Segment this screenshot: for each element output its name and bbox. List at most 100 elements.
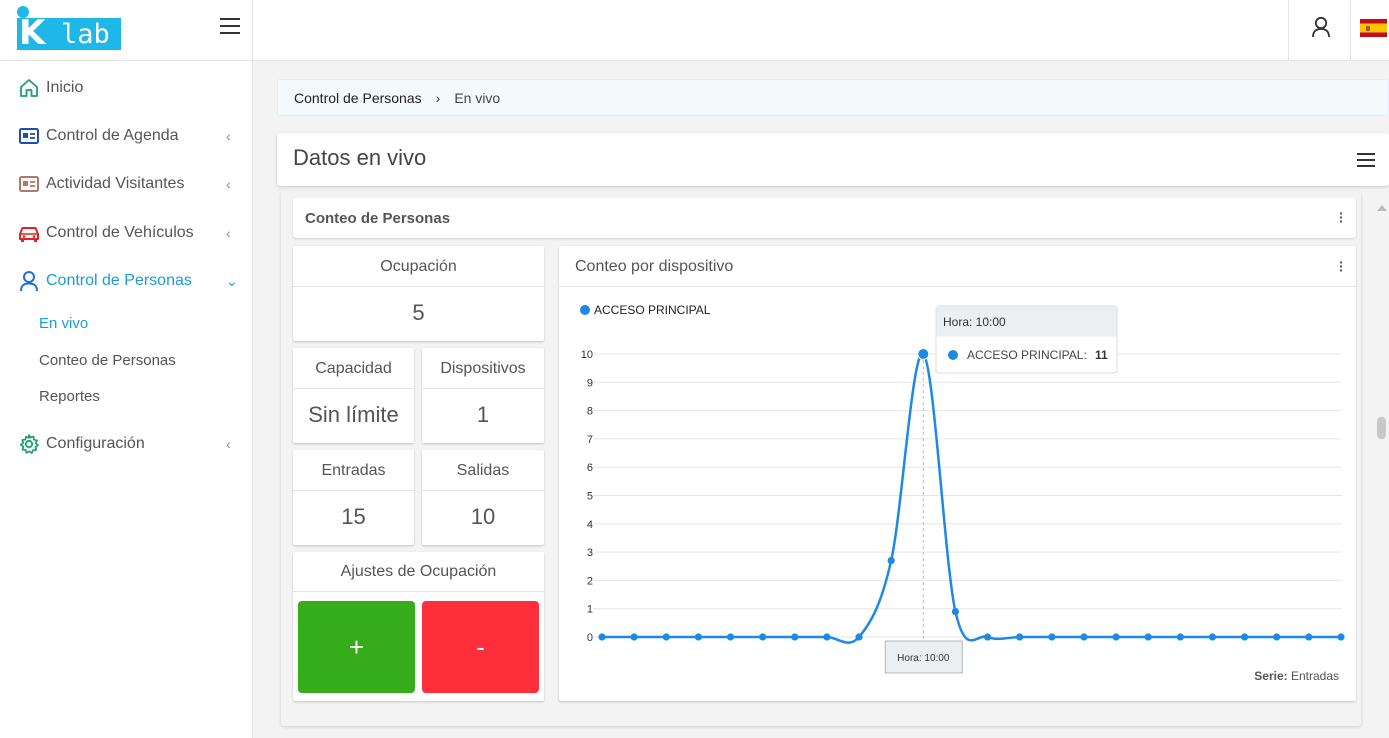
logo-background xyxy=(17,18,121,50)
stat-dispositivos: Dispositivos 1 xyxy=(422,348,544,443)
data-point xyxy=(1208,633,1217,641)
data-point xyxy=(598,633,606,641)
data-point xyxy=(1273,633,1281,641)
stat-value: Sin límite xyxy=(308,402,399,427)
sidebar-subitem-reportes[interactable]: Reportes xyxy=(39,388,100,405)
car-icon xyxy=(19,227,39,242)
stat-value: 1 xyxy=(476,402,490,427)
logo-area: K lab xyxy=(0,0,253,61)
y-tick-label: 2 xyxy=(587,575,593,587)
breadcrumb-separator: › xyxy=(435,89,441,106)
data-point xyxy=(1112,633,1120,641)
chart-footer-value: Entradas xyxy=(1291,669,1339,683)
legend-marker xyxy=(580,305,590,315)
breadcrumb-parent[interactable]: Control de Personas xyxy=(294,89,422,106)
sidebar-item-control-personas[interactable]: Control de Personas ⌄ xyxy=(0,259,253,303)
y-tick-label: 3 xyxy=(587,547,593,559)
data-point xyxy=(1080,633,1088,641)
spain-flag-icon xyxy=(1360,19,1387,37)
scroll-thumb[interactable] xyxy=(1377,417,1386,439)
chevron-left-icon: ‹ xyxy=(226,436,231,452)
increase-occupancy-button[interactable]: + xyxy=(298,601,415,693)
page-header-card: Datos en vivo xyxy=(277,133,1389,186)
data-point xyxy=(1016,633,1024,641)
data-point xyxy=(1144,633,1152,641)
data-point xyxy=(1337,633,1345,641)
chevron-left-icon: ‹ xyxy=(226,176,231,192)
y-tick-label: 7 xyxy=(587,434,593,446)
klab-logo[interactable]: K lab xyxy=(17,6,121,50)
stat-value: 15 xyxy=(341,504,366,529)
breadcrumb-current: En vivo xyxy=(454,89,501,106)
sidebar-item-label: Control de Vehículos xyxy=(46,224,194,241)
series-line xyxy=(602,352,1341,644)
chevron-left-icon: ‹ xyxy=(226,225,231,241)
conteo-header: Conteo de Personas · · · xyxy=(293,198,1356,238)
crosshair-label: Hora: 10:00 xyxy=(897,653,950,664)
hamburger-icon[interactable] xyxy=(220,18,240,38)
stat-ocupacion: Ocupación 5 xyxy=(293,246,544,341)
sidebar: Inicio Control de Agenda ‹ Actividad Vis… xyxy=(0,61,253,738)
sidebar-item-control-agenda[interactable]: Control de Agenda ‹ xyxy=(0,114,253,158)
decrease-occupancy-button[interactable]: - xyxy=(422,601,539,693)
data-point xyxy=(1048,633,1056,641)
legend-label: ACCESO PRINCIPAL xyxy=(594,303,711,317)
user-icon xyxy=(20,271,38,292)
y-tick-label: 9 xyxy=(587,377,593,389)
data-point xyxy=(726,633,735,641)
stat-capacidad: Capacidad Sin límite xyxy=(293,348,414,443)
data-point xyxy=(1176,633,1184,641)
sidebar-subitem-en-vivo[interactable]: En vivo xyxy=(39,315,89,332)
page-title: Datos en vivo xyxy=(293,145,427,170)
top-bar: K lab xyxy=(0,0,1389,61)
chart-card-title: Conteo por dispositivo xyxy=(559,246,1356,287)
data-point xyxy=(694,633,702,641)
chevron-left-icon: ‹ xyxy=(226,128,231,144)
data-point xyxy=(855,633,863,641)
y-tick-label: 0 xyxy=(587,632,593,644)
user-icon xyxy=(1312,16,1330,38)
sidebar-item-label: Configuración xyxy=(46,435,145,452)
sidebar-item-label: Inicio xyxy=(46,79,84,96)
kebab-menu-icon[interactable]: · · · xyxy=(1339,254,1344,278)
chart-footer: Serie: Entradas xyxy=(1254,669,1339,683)
stat-value: 10 xyxy=(470,504,496,529)
kebab-menu-icon[interactable]: · · · xyxy=(1339,205,1344,229)
stat-label: Dispositivos xyxy=(422,348,544,389)
stat-label: Ocupación xyxy=(293,246,544,287)
crosshair-label-box xyxy=(884,640,963,674)
tooltip-header-bg xyxy=(936,306,1117,337)
hamburger-icon[interactable] xyxy=(1357,153,1375,169)
sidebar-item-inicio[interactable]: Inicio xyxy=(0,66,253,110)
chevron-down-icon: ⌄ xyxy=(226,272,238,289)
breadcrumb: Control de Personas › En vivo xyxy=(277,79,1389,116)
tooltip-header: Hora: 10:00 xyxy=(943,315,1006,329)
id-card-icon xyxy=(19,176,39,192)
data-point xyxy=(1305,633,1313,641)
sidebar-subitem-conteo-personas[interactable]: Conteo de Personas xyxy=(39,352,176,369)
y-tick-label: 5 xyxy=(587,491,593,503)
tooltip-value: 11 xyxy=(1095,348,1108,362)
scrollbar[interactable] xyxy=(1374,199,1389,738)
chart-card: Conteo por dispositivo · · · 0 1 2 3 4 5 6 7 8 9 10 A… xyxy=(559,246,1356,701)
conteo-title: Conteo de Personas xyxy=(305,210,451,227)
sidebar-item-actividad-visitantes[interactable]: Actividad Visitantes ‹ xyxy=(0,162,253,206)
main-content: Control de Personas › En vivo Datos en v… xyxy=(253,61,1389,738)
data-point xyxy=(791,633,799,641)
data-point xyxy=(759,633,767,641)
user-menu[interactable] xyxy=(1288,0,1350,61)
y-tick-label: 1 xyxy=(587,604,593,616)
stat-label: Salidas xyxy=(422,450,544,491)
data-point xyxy=(1241,633,1249,641)
sidebar-item-control-vehiculos[interactable]: Control de Vehículos ‹ xyxy=(0,211,253,255)
sidebar-item-label: Control de Agenda xyxy=(46,127,179,144)
ajustes-label: Ajustes de Ocupación xyxy=(293,552,544,592)
scroll-up-arrow-icon[interactable] xyxy=(1377,205,1387,211)
logo-text: lab xyxy=(61,19,110,50)
line-chart: 0 1 2 3 4 5 6 7 8 9 10 ACCESO PRINCIPAL Hora: 10:00 A… xyxy=(580,303,1345,683)
data-point xyxy=(951,607,960,616)
data-point xyxy=(662,633,670,641)
language-selector[interactable] xyxy=(1350,0,1389,61)
home-icon xyxy=(20,79,38,97)
sidebar-item-configuracion[interactable]: Configuración ‹ xyxy=(0,422,253,466)
